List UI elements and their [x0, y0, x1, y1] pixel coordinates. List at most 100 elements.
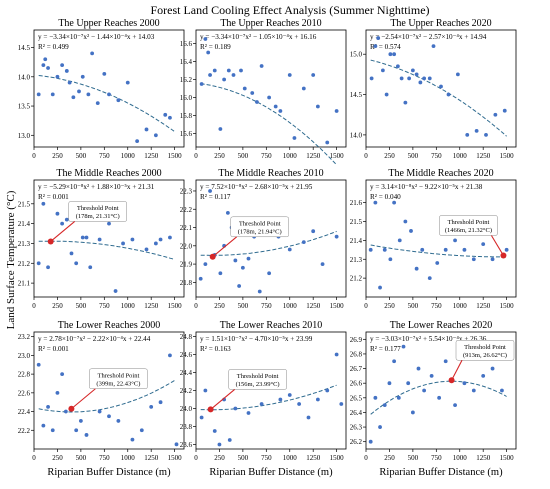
panel-title: The Upper Reaches 2010: [220, 18, 321, 29]
x-tick-label: 750: [261, 302, 272, 310]
threshold-arrow: [71, 388, 96, 410]
data-point: [77, 89, 81, 94]
data-point: [395, 64, 400, 69]
threshold-label: Threshold Point: [448, 219, 490, 226]
regression-equation: y = −3.34×10⁻⁷x² − 1.44×10⁻⁴x + 14.03: [38, 33, 155, 41]
y-tick-label: 21.1: [18, 280, 31, 288]
x-tick-label: 1000: [453, 454, 468, 462]
y-tick-label: 21.5: [18, 200, 31, 208]
threshold-marker: [500, 252, 507, 259]
data-point: [502, 108, 507, 113]
data-point: [455, 72, 460, 77]
y-tick-label: 16.2: [180, 76, 193, 84]
data-point: [218, 127, 223, 131]
y-tick-label: 21.6: [350, 199, 363, 207]
data-point: [325, 140, 330, 145]
threshold-callout-box: [68, 201, 127, 222]
threshold-arrow: [490, 235, 504, 256]
data-point: [199, 415, 204, 420]
x-tick-label: 500: [76, 302, 87, 310]
data-point: [125, 80, 130, 85]
x-tick-label: 1250: [306, 454, 321, 462]
data-point: [301, 86, 306, 91]
chart-panel: The Middle Reaches 2010 0 250 500 750 1000 125…: [180, 168, 347, 310]
x-tick-label: 1500: [500, 152, 515, 160]
y-tick-label: 15.8: [180, 112, 193, 120]
data-point: [203, 388, 208, 393]
data-point: [55, 211, 60, 216]
panel-title: The Middle Reaches 2010: [218, 168, 323, 179]
threshold-marker: [209, 253, 216, 260]
plot-frame: [365, 29, 517, 148]
y-tick-label: 24.0: [180, 405, 193, 413]
data-point: [116, 419, 121, 423]
data-point: [239, 68, 243, 73]
data-point: [107, 414, 111, 419]
data-point: [46, 66, 50, 70]
threshold-callout-box: [230, 216, 289, 238]
x-tick-label: 0: [194, 302, 198, 310]
y-tick-label: 15.6: [180, 130, 193, 138]
y-tick-label: 14.5: [18, 44, 31, 52]
y-tick-label: 22.3: [180, 187, 193, 195]
chart-panel: The Lower Reaches 2020 0 250 500 750 1000 1250…: [350, 320, 517, 478]
data-point: [88, 265, 93, 270]
data-point: [78, 419, 83, 423]
x-tick-label: 1000: [283, 152, 298, 160]
data-point: [84, 235, 89, 240]
data-point: [462, 381, 467, 386]
data-point: [226, 68, 231, 73]
data-point: [86, 92, 91, 97]
y-tick-label: 14.0: [18, 73, 31, 81]
chart-panel: The Lower Reaches 2010 0 250 500 750 1000 1250…: [180, 320, 347, 478]
r-squared-label: R² = 0.177: [370, 345, 401, 353]
data-point: [203, 262, 208, 266]
data-point: [255, 100, 259, 104]
x-tick-label: 1500: [330, 454, 345, 462]
data-point: [490, 257, 495, 262]
data-point: [139, 428, 144, 433]
panel-title: The Lower Reaches 2000: [58, 320, 160, 331]
trend-line: [38, 240, 175, 260]
data-point: [422, 76, 427, 81]
threshold-arrow: [212, 236, 238, 258]
regression-equation: y = −2.54×10⁻⁷x² − 2.57×10⁻⁴x + 14.94: [370, 33, 487, 41]
x-tick-label: 1250: [144, 152, 159, 160]
x-tick-label: 0: [194, 454, 198, 462]
data-point: [403, 219, 408, 224]
threshold-label: Threshold Point: [239, 220, 281, 227]
chart-panel: The Lower Reaches 2000 0 250 500 750 1000 1250…: [18, 320, 185, 478]
data-point: [222, 77, 227, 82]
y-tick-label: 16.6: [180, 40, 193, 48]
data-point: [414, 266, 419, 271]
data-point: [41, 201, 46, 206]
data-point: [443, 359, 448, 364]
threshold-value: (1466m, 21.32°C): [445, 227, 492, 234]
y-tick-label: 21.2: [18, 260, 31, 268]
data-point: [465, 132, 470, 137]
data-point: [198, 276, 203, 281]
y-tick-label: 13.5: [18, 103, 31, 111]
threshold-arrow: [210, 388, 235, 410]
data-point: [392, 52, 397, 57]
data-point: [401, 344, 406, 349]
data-point: [334, 109, 339, 113]
data-point: [382, 403, 387, 408]
data-point: [227, 438, 232, 442]
x-tick-label: 500: [76, 152, 87, 160]
data-point: [373, 395, 378, 400]
plot-frame: [365, 179, 517, 298]
regression-equation: y = 1.51×10⁻⁷x² − 4.70×10⁻⁵x + 23.99: [200, 335, 313, 343]
data-point: [199, 82, 204, 86]
data-point: [144, 127, 149, 132]
data-point: [384, 92, 389, 97]
data-point: [95, 101, 100, 106]
data-point: [212, 68, 217, 73]
trend-line: [200, 384, 337, 411]
threshold-marker: [207, 406, 214, 413]
data-point: [311, 229, 316, 234]
data-point: [71, 95, 76, 100]
data-point: [43, 57, 48, 62]
data-point: [130, 437, 135, 442]
